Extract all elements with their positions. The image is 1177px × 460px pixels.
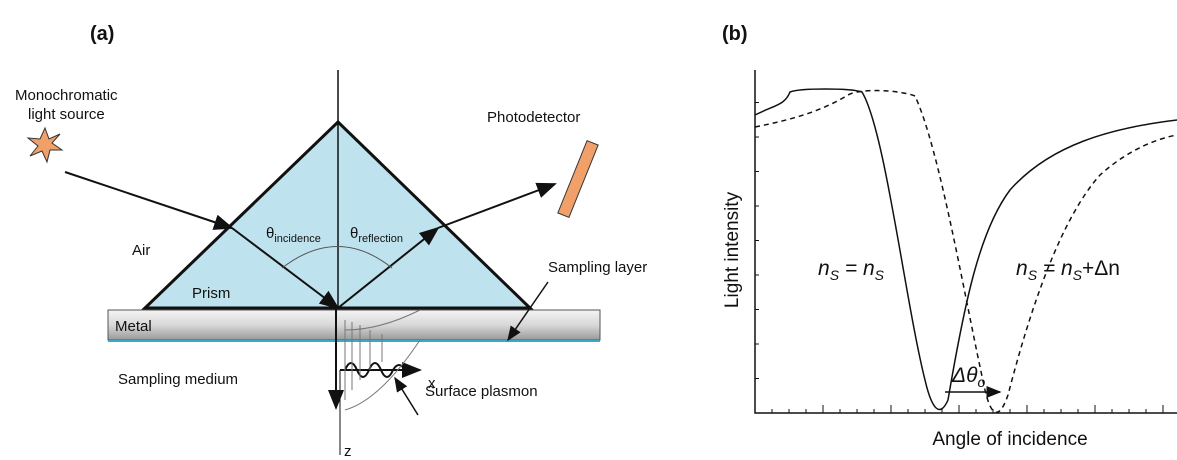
x-axis-label: Angle of incidence <box>932 429 1087 450</box>
sampling-medium-label: Sampling medium <box>118 371 238 388</box>
panel-a: (a) Monochromatic light source Photodete… <box>0 23 700 460</box>
panel-label: (b) <box>722 23 748 45</box>
theta: θ <box>350 225 358 242</box>
air-label: Air <box>132 242 150 259</box>
eq-part: +Δn <box>1082 257 1120 280</box>
curve-ns <box>755 89 1177 410</box>
theta: θ <box>266 225 274 242</box>
y-axis-label: Light intensity <box>722 191 743 308</box>
eq-part: = n <box>1037 257 1073 280</box>
shift-label: Δθo <box>951 364 985 390</box>
surface-plasmon-label: Surface plasmon <box>425 383 538 400</box>
axes <box>755 70 1177 413</box>
subscript: reflection <box>358 233 403 245</box>
eq-part: n <box>818 257 830 280</box>
z-label: z <box>344 443 352 460</box>
eq-part: Δθ <box>951 364 978 387</box>
panel-label: (a) <box>90 23 114 45</box>
panel-b: (b) Light intensity Angle of incidence n… <box>722 23 1177 450</box>
sampling-layer-label: Sampling layer <box>548 259 647 276</box>
photodetector-label: Photodetector <box>487 109 580 126</box>
curve-2-label: nS = nS+Δn <box>1016 257 1120 283</box>
light-source-label: light source <box>28 106 105 123</box>
curve-1-label: nS = nS <box>818 257 885 283</box>
eq-part: n <box>1016 257 1028 280</box>
x-label: x <box>428 375 436 392</box>
prism-label: Prism <box>192 285 230 302</box>
eq-part: = n <box>839 257 875 280</box>
eq-sub: o <box>977 374 985 390</box>
light-source-label: Monochromatic <box>15 87 118 104</box>
figure: (a) Monochromatic light source Photodete… <box>0 0 1177 460</box>
metal-label: Metal <box>115 318 152 335</box>
eq-sub: S <box>875 267 885 283</box>
subscript: incidence <box>274 233 320 245</box>
